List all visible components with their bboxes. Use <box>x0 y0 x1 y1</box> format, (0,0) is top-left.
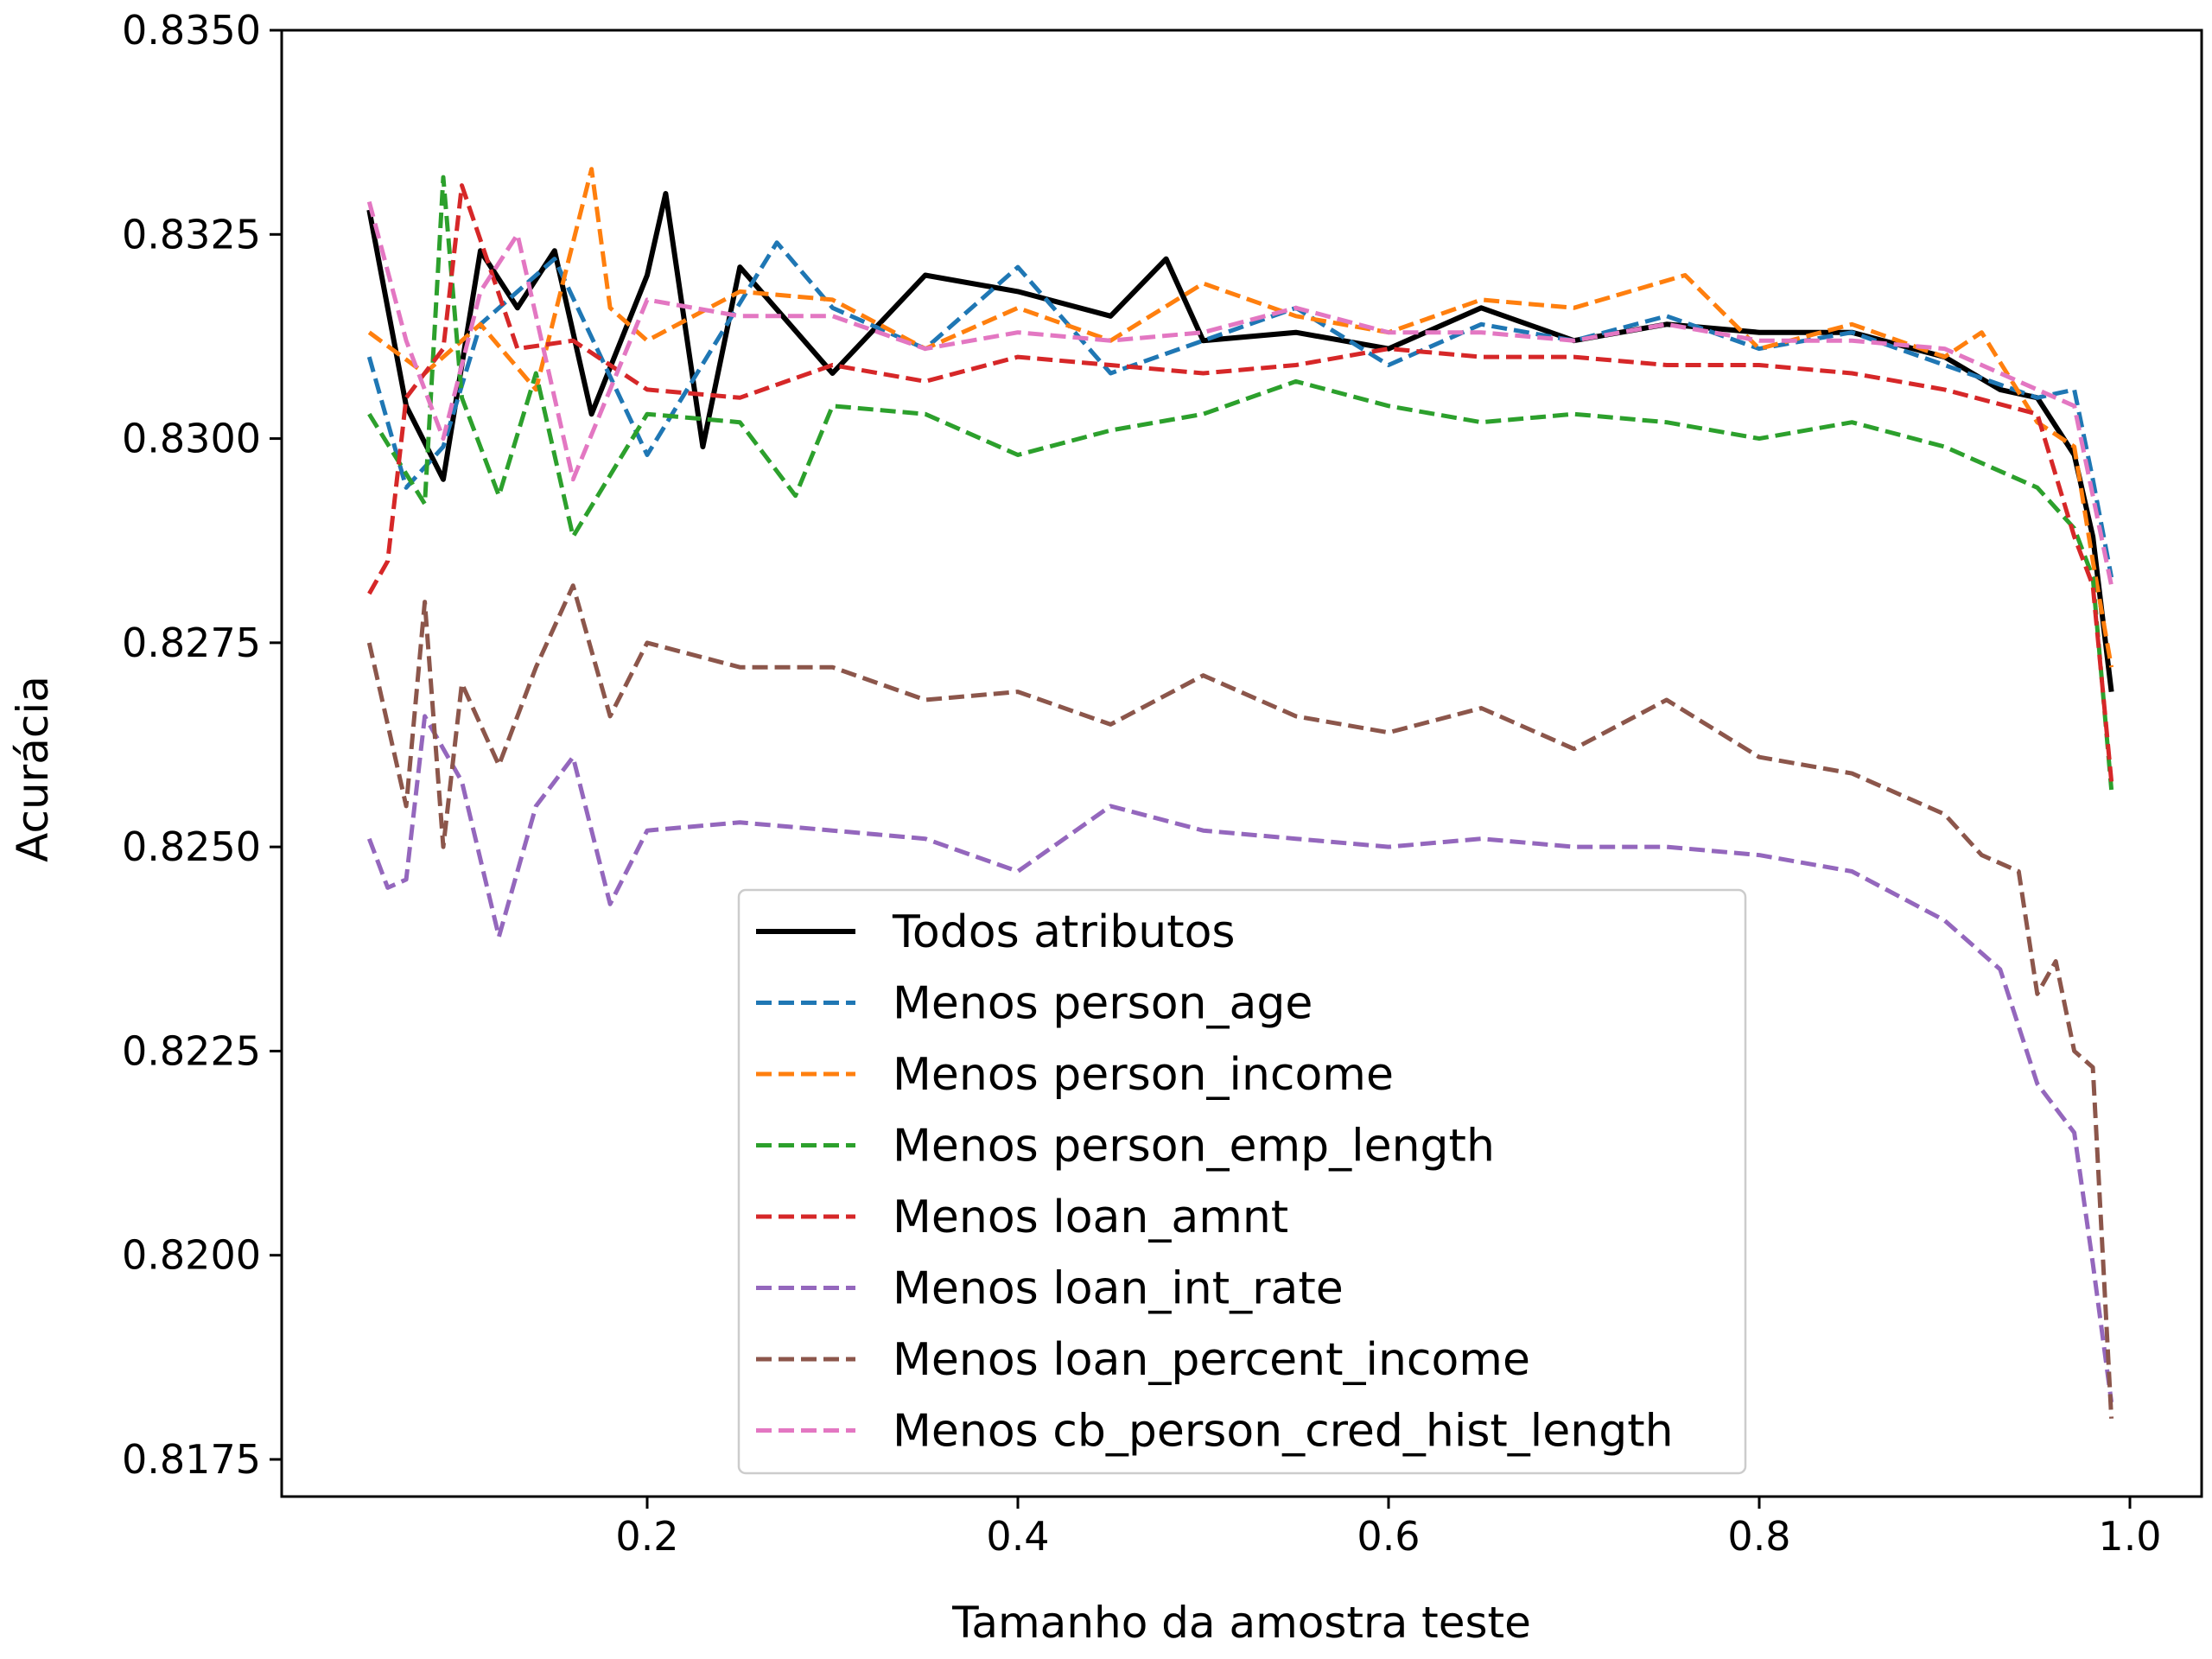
series-line-6 <box>366 583 2114 1419</box>
series-line-7 <box>366 200 2114 587</box>
plot-frame <box>280 29 2203 1498</box>
y-tick-label: 0.8175 <box>122 1436 261 1483</box>
series-line-0 <box>366 191 2114 692</box>
legend-entry: Menos loan_int_rate <box>893 1263 1344 1315</box>
x-tick-label: 1.0 <box>2098 1513 2161 1560</box>
legend-entry: Menos person_income <box>893 1049 1394 1101</box>
series-line-5 <box>366 714 2114 1403</box>
legend-entry: Menos cb_person_cred_hist_length <box>893 1406 1674 1458</box>
x-tick-label: 0.4 <box>986 1513 1049 1560</box>
legend-items: Todos atributos Menos person_age Menos per… <box>756 906 1674 1458</box>
y-tick-label: 0.8200 <box>122 1232 261 1279</box>
x-tick-label: 0.2 <box>615 1513 678 1560</box>
y-axis-ticks: 0.8175 0.8200 0.8225 0.8250 0.8275 0.8300 0.83… <box>122 7 282 1483</box>
legend-entry: Menos loan_amnt <box>893 1192 1288 1243</box>
legend-box <box>737 888 1747 1475</box>
series-line-3 <box>367 175 2114 791</box>
y-tick-label: 0.8350 <box>122 7 261 54</box>
series-layer <box>366 167 2114 1419</box>
y-tick-label: 0.8275 <box>122 620 261 666</box>
legend-entry: Menos person_emp_length <box>893 1121 1495 1173</box>
y-axis-label: Acurácia <box>8 676 58 862</box>
x-tick-label: 0.6 <box>1357 1513 1420 1560</box>
legend: Todos atributos Menos person_age Menos per… <box>737 888 1747 1475</box>
series-line-4 <box>367 183 2114 782</box>
x-tick-label: 0.8 <box>1727 1513 1790 1560</box>
y-tick-label: 0.8325 <box>122 211 261 257</box>
legend-entry: Todos atributos <box>892 906 1236 958</box>
legend-entry: Menos loan_percent_income <box>893 1334 1530 1386</box>
y-tick-label: 0.8300 <box>122 416 261 462</box>
x-axis-ticks: 0.2 0.4 0.6 0.8 1.0 <box>615 1497 2162 1560</box>
x-axis-label: Tamanho da amostra teste <box>951 1598 1531 1648</box>
series-line-1 <box>366 240 2114 578</box>
y-tick-label: 0.8250 <box>122 823 261 870</box>
y-tick-label: 0.8225 <box>122 1027 261 1074</box>
series-line-2 <box>367 167 2114 668</box>
legend-entry: Menos person_age <box>893 978 1313 1030</box>
